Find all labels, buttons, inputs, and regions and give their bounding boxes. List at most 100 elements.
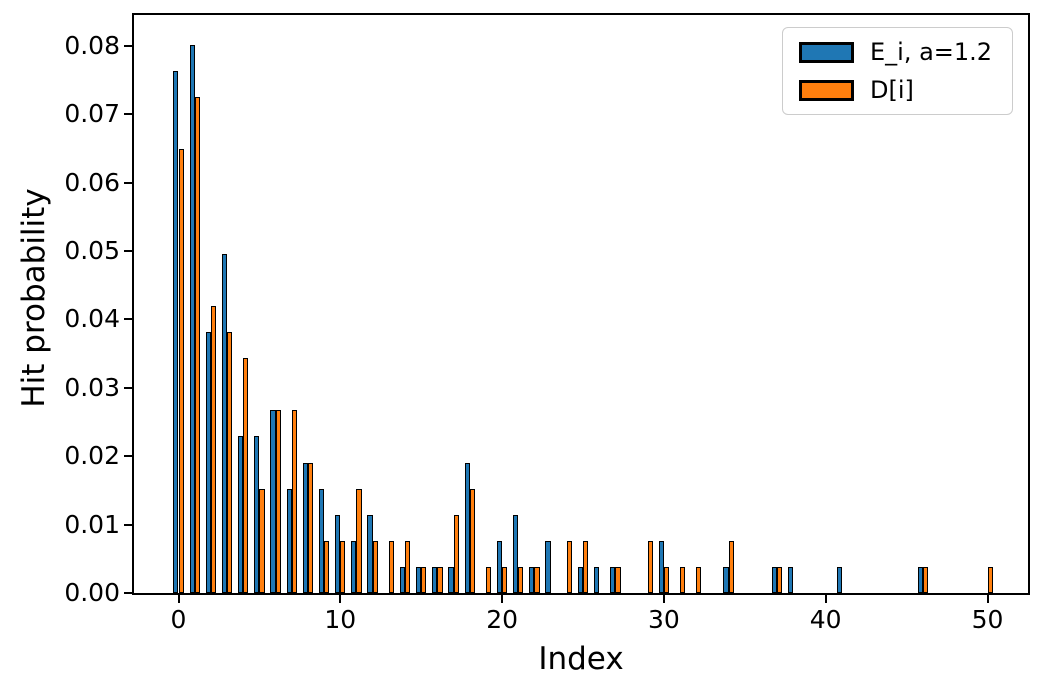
x-tick-label-50: 50 — [971, 605, 1004, 634]
y-tick-label-0.03: 0.03 — [64, 372, 120, 402]
bar-Ei-22 — [529, 566, 535, 593]
bar-Di-5 — [259, 488, 265, 593]
bar-Ei-10 — [335, 514, 341, 593]
x-tick-label-10: 10 — [324, 605, 357, 634]
bar-Ei-6 — [270, 410, 276, 593]
bar-Di-12 — [372, 540, 378, 593]
bar-Ei-37 — [772, 566, 778, 593]
bar-Di-32 — [696, 566, 702, 593]
legend-swatch-blue-icon — [799, 41, 854, 63]
y-tick-0.05 — [124, 250, 132, 252]
y-tick-label-0.02: 0.02 — [64, 441, 120, 471]
bar-Ei-1 — [189, 44, 195, 593]
bar-Di-37 — [777, 566, 783, 593]
bar-Ei-2 — [205, 331, 211, 593]
bar-Ei-14 — [399, 566, 406, 593]
bar-Ei-4 — [238, 436, 244, 593]
bar-Di-25 — [583, 540, 589, 593]
y-tick-label-0.06: 0.06 — [64, 167, 120, 197]
y-tick-0.04 — [124, 318, 132, 321]
y-tick-label-0.00: 0.00 — [64, 578, 120, 607]
bar-Di-19 — [485, 566, 492, 593]
bar-Di-8 — [307, 462, 314, 593]
legend: E_i, a=1.2 D[i] — [782, 27, 1013, 115]
bar-Ei-11 — [351, 540, 357, 593]
bar-Di-10 — [340, 540, 346, 593]
y-tick-label-0.07: 0.07 — [64, 99, 120, 129]
legend-label-ei: E_i, a=1.2 — [870, 37, 993, 66]
x-axis-label: Index — [538, 641, 624, 677]
bar-Di-3 — [227, 331, 233, 593]
bar-Di-18 — [469, 488, 475, 593]
bar-Ei-26 — [594, 566, 600, 593]
bar-Ei-21 — [513, 514, 519, 593]
bar-Ei-9 — [318, 488, 325, 593]
bar-Di-16 — [437, 566, 443, 593]
bar-Ei-46 — [917, 566, 923, 593]
bar-Ei-8 — [302, 462, 308, 593]
plot-area — [132, 13, 1030, 595]
y-tick-0.08 — [124, 44, 132, 47]
legend-swatch-orange-icon — [799, 79, 854, 101]
bar-Di-20 — [502, 566, 508, 593]
y-tick-0.01 — [124, 523, 132, 526]
bar-Di-27 — [615, 566, 621, 593]
bar-Ei-5 — [254, 436, 260, 593]
y-tick-label-0.05: 0.05 — [64, 236, 120, 265]
bar-Di-24 — [566, 540, 572, 593]
bar-Di-31 — [680, 566, 686, 593]
y-tick-label-0.08: 0.08 — [64, 30, 120, 60]
bar-Di-7 — [291, 410, 297, 593]
x-tick-40 — [824, 595, 827, 603]
y-tick-label-0.01: 0.01 — [64, 509, 120, 539]
bar-Di-21 — [518, 566, 524, 593]
bar-Ei-34 — [723, 566, 729, 593]
bar-Ei-12 — [367, 514, 373, 593]
bar-Di-50 — [987, 566, 993, 593]
x-tick-10 — [339, 595, 342, 603]
bar-Di-17 — [453, 514, 459, 593]
bar-Ei-23 — [545, 540, 551, 593]
x-tick-50 — [986, 595, 989, 603]
bar-Ei-30 — [658, 540, 664, 593]
y-axis-label: Hit probability — [16, 188, 52, 408]
bar-Ei-27 — [610, 566, 616, 593]
legend-entry-di: D[i] — [799, 77, 1012, 103]
bar-Di-0 — [178, 149, 184, 593]
bar-Ei-3 — [221, 253, 228, 593]
x-tick-label-20: 20 — [486, 605, 518, 634]
x-tick-label-30: 30 — [647, 605, 680, 634]
bar-Di-46 — [922, 566, 928, 593]
bar-Ei-7 — [286, 488, 292, 593]
y-tick-0.06 — [124, 181, 132, 184]
bar-Di-29 — [647, 540, 653, 593]
x-tick-label-0: 0 — [170, 605, 187, 634]
legend-entry-ei: E_i, a=1.2 — [799, 37, 1012, 66]
x-tick-0 — [177, 595, 180, 603]
y-tick-0.02 — [124, 455, 132, 458]
bar-Ei-16 — [432, 566, 438, 593]
bar-Di-9 — [324, 540, 330, 593]
bar-Di-34 — [728, 540, 734, 593]
x-tick-20 — [501, 595, 504, 603]
y-tick-label-0.04: 0.04 — [64, 304, 120, 334]
bar-Di-14 — [405, 540, 411, 593]
bar-Ei-15 — [416, 566, 422, 593]
bar-Ei-25 — [577, 566, 583, 593]
bar-Ei-38 — [788, 566, 794, 593]
x-tick-label-40: 40 — [809, 605, 842, 634]
y-tick-0.07 — [124, 113, 132, 116]
bar-Di-13 — [388, 540, 395, 593]
bar-Ei-17 — [448, 566, 454, 593]
bar-Di-6 — [275, 410, 281, 593]
y-tick-0.00 — [124, 592, 132, 594]
bar-Ei-18 — [464, 462, 470, 593]
bar-Di-11 — [356, 488, 362, 593]
bar-Ei-0 — [173, 70, 179, 593]
bar-Di-15 — [421, 566, 427, 593]
x-tick-30 — [662, 595, 665, 603]
bar-Ei-20 — [496, 540, 503, 593]
bar-Di-22 — [534, 566, 540, 593]
bar-Di-30 — [663, 566, 670, 593]
